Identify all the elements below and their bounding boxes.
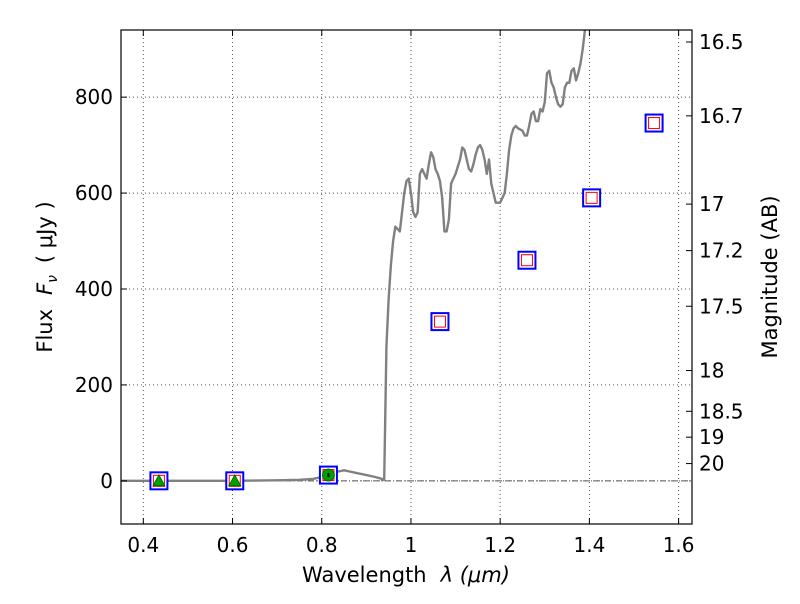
photometry-box-outer <box>517 250 537 270</box>
y2-tick-label: 20 <box>699 452 724 476</box>
y-tick-label: 600 <box>75 181 113 205</box>
y2-tick-label: 18 <box>699 359 724 383</box>
photometry-box-outer <box>430 312 450 332</box>
photometry-box-inner <box>648 117 661 130</box>
y2-tick-label: 17 <box>699 192 724 216</box>
x-tick-label: 0.6 <box>217 533 249 557</box>
photometry-box-inner <box>585 191 598 204</box>
photometry-box-outer <box>644 113 664 133</box>
y-tick-labels: 0 200 400 600 800 <box>75 85 113 493</box>
y-tick-label: 0 <box>100 469 113 493</box>
y2-tick-label: 16.7 <box>699 104 744 128</box>
x-tick-label: 0.4 <box>127 533 159 557</box>
y-tick-label: 200 <box>75 373 113 397</box>
x-axis-title: Wavelength λ (μm) <box>302 563 510 587</box>
y2-tick-label: 17.5 <box>699 294 744 318</box>
x-tick-label: 1.6 <box>663 533 695 557</box>
y-axis-title-math-sub: ν <box>45 275 61 283</box>
upper-limit-triangle <box>228 473 242 487</box>
photometry-box-outer <box>582 188 602 208</box>
x-tick-label: 1.2 <box>484 533 516 557</box>
y-axis-title-unit: ( μJy ) <box>33 201 57 263</box>
y2-axis-title: Magnitude (AB) <box>758 195 782 358</box>
axis-ticks <box>121 30 692 524</box>
model-spectrum-line <box>121 30 587 483</box>
upper-limit-triangle <box>152 473 166 487</box>
y-tick-label: 800 <box>75 85 113 109</box>
photometry-box-inner <box>433 315 446 328</box>
x-tick-labels: 0.4 0.6 0.8 1 1.2 1.4 1.6 <box>127 533 694 557</box>
photometry-box-inner <box>520 254 533 267</box>
x-tick-label: 0.8 <box>306 533 338 557</box>
plot-frame <box>120 29 693 525</box>
y-axis-title-text: Flux <box>33 309 57 353</box>
x-axis-title-text: Wavelength <box>302 563 427 587</box>
series-layer <box>121 30 664 491</box>
y2-tick-labels: 16.5 16.7 17 17.2 17.5 18 18.519 20 <box>699 30 744 476</box>
y-axis-title: Flux Fν ( μJy ) <box>33 201 61 352</box>
y2-tick-label: 18.5 <box>699 399 744 423</box>
y-axis-title-math: F <box>33 282 57 295</box>
x-axis-title-math: λ (μm) <box>440 563 510 587</box>
y-tick-label: 400 <box>75 277 113 301</box>
y2-tick-label: 19 <box>699 425 724 449</box>
x-tick-label: 1.4 <box>573 533 605 557</box>
x-tick-label: 1 <box>405 533 418 557</box>
y2-tick-label: 17.2 <box>699 239 744 263</box>
y2-tick-label: 16.5 <box>699 30 744 54</box>
